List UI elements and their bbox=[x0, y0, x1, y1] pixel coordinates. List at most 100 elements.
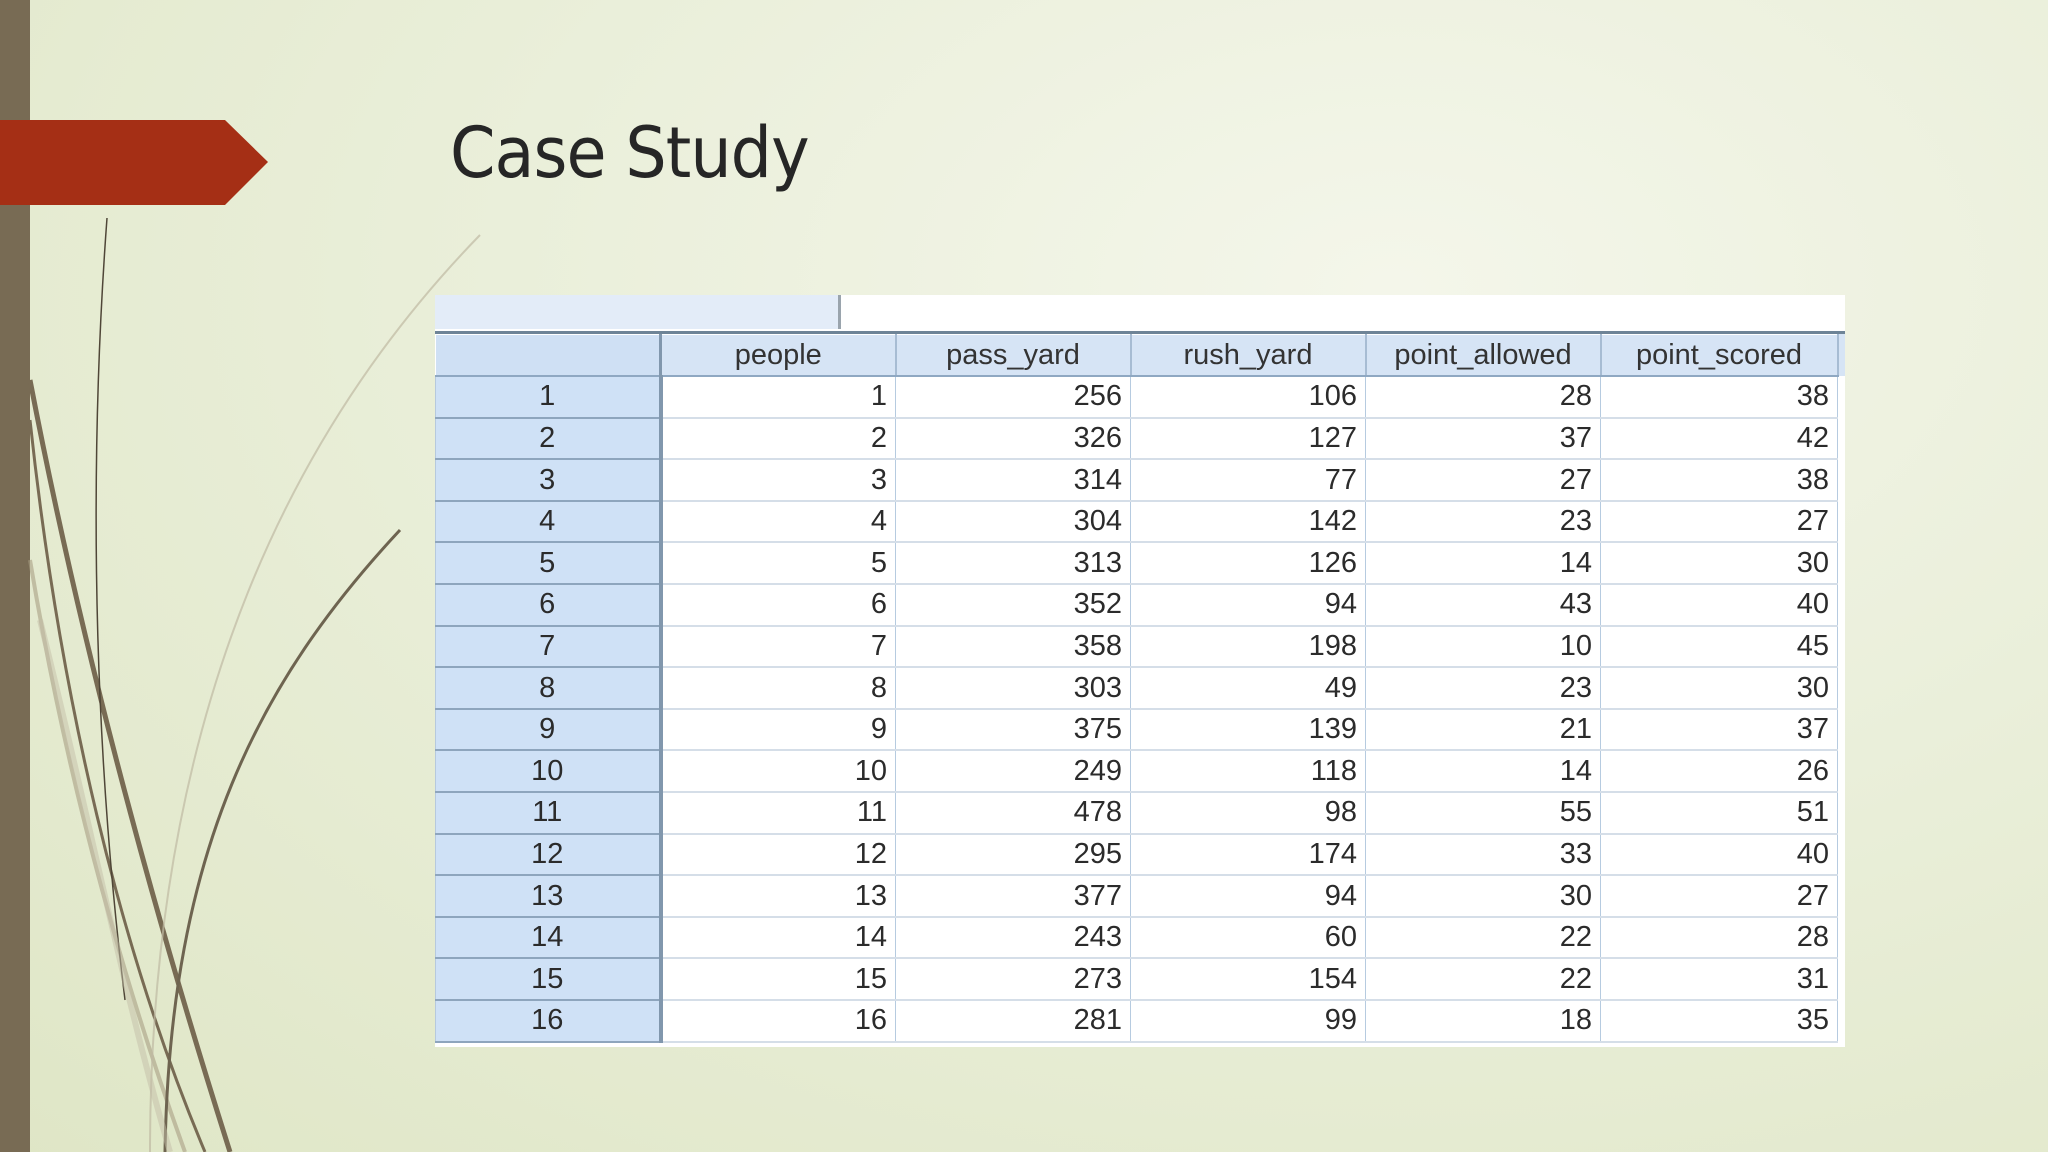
row-header[interactable]: 15 bbox=[435, 957, 663, 1001]
table-cell[interactable]: 127 bbox=[1130, 417, 1366, 461]
row-header[interactable]: 10 bbox=[435, 749, 663, 794]
column-header-people[interactable]: people bbox=[660, 334, 897, 378]
table-cell[interactable]: 9 bbox=[660, 708, 896, 752]
column-header-point-allowed[interactable]: point_allowed bbox=[1365, 334, 1602, 378]
table-cell[interactable]: 118 bbox=[1130, 750, 1366, 794]
table-cell[interactable]: 43 bbox=[1365, 584, 1601, 627]
table-cell[interactable]: 27 bbox=[1600, 500, 1838, 544]
row-header[interactable]: 2 bbox=[435, 416, 663, 461]
table-cell[interactable]: 11 bbox=[660, 792, 896, 835]
table-cell[interactable]: 1 bbox=[660, 376, 896, 419]
table-cell[interactable]: 22 bbox=[1365, 958, 1601, 1001]
table-cell[interactable]: 77 bbox=[1130, 459, 1366, 502]
table-cell[interactable]: 30 bbox=[1600, 667, 1838, 710]
table-cell[interactable]: 49 bbox=[1130, 667, 1366, 710]
table-cell[interactable]: 10 bbox=[660, 750, 896, 794]
row-header[interactable]: 12 bbox=[435, 832, 663, 877]
table-cell[interactable]: 358 bbox=[895, 625, 1131, 669]
table-cell[interactable]: 313 bbox=[895, 542, 1131, 586]
table-cell[interactable]: 94 bbox=[1130, 875, 1366, 918]
table-cell[interactable]: 478 bbox=[895, 792, 1131, 835]
table-cell[interactable]: 295 bbox=[895, 833, 1131, 877]
table-cell[interactable]: 14 bbox=[1365, 750, 1601, 794]
table-cell[interactable]: 31 bbox=[1600, 958, 1838, 1001]
table-cell[interactable]: 45 bbox=[1600, 625, 1838, 669]
table-cell[interactable]: 38 bbox=[1600, 459, 1838, 502]
table-cell[interactable]: 3 bbox=[660, 459, 896, 502]
column-header-rush-yard[interactable]: rush_yard bbox=[1130, 334, 1367, 378]
row-header[interactable]: 7 bbox=[435, 624, 663, 669]
table-cell[interactable]: 28 bbox=[1365, 376, 1601, 419]
table-cell[interactable]: 23 bbox=[1365, 500, 1601, 544]
row-header[interactable]: 9 bbox=[435, 707, 663, 752]
row-header[interactable]: 3 bbox=[435, 458, 663, 502]
row-header[interactable]: 14 bbox=[435, 915, 663, 960]
table-cell[interactable]: 40 bbox=[1600, 584, 1838, 627]
table-cell[interactable]: 8 bbox=[660, 667, 896, 710]
row-header[interactable]: 11 bbox=[435, 791, 663, 835]
cell-name-box[interactable] bbox=[435, 295, 841, 329]
table-cell[interactable]: 4 bbox=[660, 500, 896, 544]
table-cell[interactable]: 6 bbox=[660, 584, 896, 627]
table-cell[interactable]: 94 bbox=[1130, 584, 1366, 627]
table-cell[interactable]: 14 bbox=[1365, 542, 1601, 586]
table-cell[interactable]: 30 bbox=[1600, 542, 1838, 586]
table-cell[interactable]: 18 bbox=[1365, 1000, 1601, 1043]
column-header-pass-yard[interactable]: pass_yard bbox=[895, 334, 1132, 378]
table-cell[interactable]: 16 bbox=[660, 1000, 896, 1043]
table-cell[interactable]: 5 bbox=[660, 542, 896, 586]
table-cell[interactable]: 10 bbox=[1365, 625, 1601, 669]
row-header[interactable]: 5 bbox=[435, 541, 663, 586]
table-cell[interactable]: 303 bbox=[895, 667, 1131, 710]
table-cell[interactable]: 174 bbox=[1130, 833, 1366, 877]
table-cell[interactable]: 21 bbox=[1365, 708, 1601, 752]
table-cell[interactable]: 142 bbox=[1130, 500, 1366, 544]
table-cell[interactable]: 304 bbox=[895, 500, 1131, 544]
table-cell[interactable]: 352 bbox=[895, 584, 1131, 627]
table-cell[interactable]: 42 bbox=[1600, 417, 1838, 461]
column-header-point-scored[interactable]: point_scored bbox=[1600, 334, 1839, 378]
table-cell[interactable]: 326 bbox=[895, 417, 1131, 461]
table-cell[interactable]: 37 bbox=[1365, 417, 1601, 461]
table-cell[interactable]: 27 bbox=[1600, 875, 1838, 918]
table-cell[interactable]: 377 bbox=[895, 875, 1131, 918]
row-header[interactable]: 13 bbox=[435, 874, 663, 918]
table-cell[interactable]: 38 bbox=[1600, 376, 1838, 419]
row-header[interactable]: 16 bbox=[435, 999, 663, 1043]
table-cell[interactable]: 26 bbox=[1600, 750, 1838, 794]
grid-corner[interactable] bbox=[435, 334, 662, 378]
table-cell[interactable]: 35 bbox=[1600, 1000, 1838, 1043]
row-header[interactable]: 6 bbox=[435, 583, 663, 627]
table-cell[interactable]: 60 bbox=[1130, 916, 1366, 960]
row-header[interactable]: 8 bbox=[435, 666, 663, 710]
table-cell[interactable]: 314 bbox=[895, 459, 1131, 502]
table-cell[interactable]: 30 bbox=[1365, 875, 1601, 918]
table-cell[interactable]: 243 bbox=[895, 916, 1131, 960]
table-cell[interactable]: 198 bbox=[1130, 625, 1366, 669]
table-cell[interactable]: 249 bbox=[895, 750, 1131, 794]
table-cell[interactable]: 126 bbox=[1130, 542, 1366, 586]
table-cell[interactable]: 15 bbox=[660, 958, 896, 1001]
table-cell[interactable]: 12 bbox=[660, 833, 896, 877]
table-cell[interactable]: 40 bbox=[1600, 833, 1838, 877]
table-cell[interactable]: 2 bbox=[660, 417, 896, 461]
table-cell[interactable]: 98 bbox=[1130, 792, 1366, 835]
table-cell[interactable]: 7 bbox=[660, 625, 896, 669]
table-cell[interactable]: 375 bbox=[895, 708, 1131, 752]
table-cell[interactable]: 281 bbox=[895, 1000, 1131, 1043]
table-cell[interactable]: 51 bbox=[1600, 792, 1838, 835]
table-cell[interactable]: 37 bbox=[1600, 708, 1838, 752]
table-cell[interactable]: 99 bbox=[1130, 1000, 1366, 1043]
table-cell[interactable]: 33 bbox=[1365, 833, 1601, 877]
table-cell[interactable]: 106 bbox=[1130, 376, 1366, 419]
table-cell[interactable]: 256 bbox=[895, 376, 1131, 419]
table-cell[interactable]: 23 bbox=[1365, 667, 1601, 710]
row-header[interactable]: 1 bbox=[435, 375, 663, 419]
table-cell[interactable]: 55 bbox=[1365, 792, 1601, 835]
table-cell[interactable]: 139 bbox=[1130, 708, 1366, 752]
row-header[interactable]: 4 bbox=[435, 499, 663, 544]
table-cell[interactable]: 154 bbox=[1130, 958, 1366, 1001]
table-cell[interactable]: 14 bbox=[660, 916, 896, 960]
table-cell[interactable]: 28 bbox=[1600, 916, 1838, 960]
table-cell[interactable]: 13 bbox=[660, 875, 896, 918]
